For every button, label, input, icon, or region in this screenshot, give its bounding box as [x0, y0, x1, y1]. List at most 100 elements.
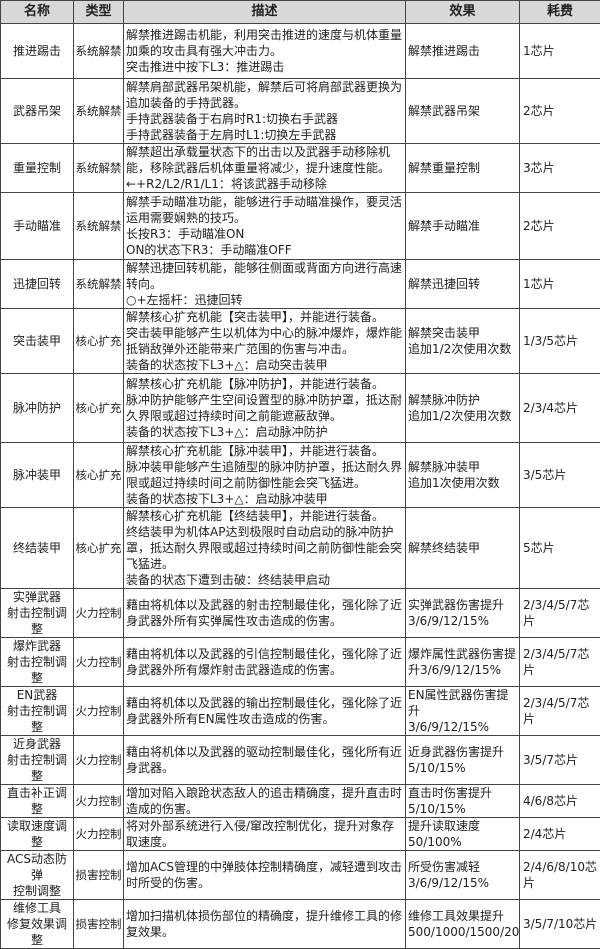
description-cell: 藉由将机体以及武器的射击控制最佳化，强化除了近身武器外所有实弹属性攻击造成的伤害…: [124, 589, 406, 638]
text-line: 追加1/2次使用次数: [408, 341, 517, 357]
text-line: 增加扫描机体损伤部位的精确度，提升维修工具的修复效果。: [126, 908, 403, 940]
table-row: 实弹武器射击控制调整火力控制藉由将机体以及武器的射击控制最佳化，强化除了近身武器…: [1, 589, 600, 638]
description-cell: 增加扫描机体损伤部位的精确度，提升维修工具的修复效果。: [124, 900, 406, 949]
header-cost: 耗费: [520, 1, 600, 24]
text-line: 脉冲防护: [3, 400, 71, 416]
effect-cell: 解禁武器吊架: [406, 79, 520, 144]
description-cell: 增加对陷入踉跄状态敌人的追击精确度，提升直击时造成的伤害。: [124, 785, 406, 818]
cost-cell: 2/4芯片: [520, 818, 600, 851]
text-line: ACS动态防弹: [3, 851, 71, 883]
table-row: 重量控制系统解禁解禁超出承载量状态下的出击以及武器手动移除机能，移除武器后机体重…: [1, 144, 600, 193]
text-line: 增加ACS管理的中弹肢体控制精确度，减轻遭到攻击时所受的伤害。: [126, 859, 403, 891]
table-row: 突击装甲核心扩充解禁核心扩充机能【突击装甲】，并能进行装备。突击装甲能够产生以机…: [1, 309, 600, 374]
text-line: 武器吊架: [3, 103, 71, 119]
type-cell: 核心扩充: [74, 309, 124, 374]
table-row: 维修工具修复效果调整损害控制增加扫描机体损伤部位的精确度，提升维修工具的修复效果…: [1, 900, 600, 949]
name-cell: 实弹武器射击控制调整: [1, 589, 74, 638]
text-line: 追加1/2次使用次数: [408, 408, 517, 424]
type-cell: 火力控制: [74, 589, 124, 638]
text-line: 解禁核心扩充机能【脉冲防护】，并能进行装备。: [126, 376, 403, 392]
header-row: 名称 类型 描述 效果 耗费: [1, 1, 600, 24]
description-cell: 解禁超出承载量状态下的出击以及武器手动移除机能，移除武器后机体重量将减少，提升速…: [124, 144, 406, 193]
text-line: 手动瞄准: [3, 218, 71, 234]
name-cell: 近身武器射击控制调整: [1, 736, 74, 785]
text-line: ○+左摇杆：迅捷回转: [126, 292, 403, 308]
type-cell: 火力控制: [74, 687, 124, 736]
cost-cell: 4/6/8芯片: [520, 785, 600, 818]
type-cell: 火力控制: [74, 818, 124, 851]
text-line: 解禁核心扩充机能【脉冲装甲】，并能进行装备。: [126, 443, 403, 459]
text-line: 维修工具效果提升: [408, 908, 517, 924]
text-line: 终结装甲为机体AP达到极限时自动启动的脉冲防护罩，抵达耐久界限或超过持续时间之前…: [126, 524, 403, 572]
text-line: 增加对陷入踉跄状态敌人的追击精确度，提升直击时造成的伤害。: [126, 785, 403, 817]
type-cell: 系统解禁: [74, 79, 124, 144]
text-line: 直击时伤害提升: [408, 785, 517, 801]
text-line: 装备的状态按下L3+△：启动脉冲装甲: [126, 491, 403, 507]
text-line: 藉由将机体以及武器的输出控制最佳化，强化除了近身武器外所有EN属性攻击造成的伤害…: [126, 695, 403, 727]
type-cell: 火力控制: [74, 736, 124, 785]
description-cell: 解禁肩部武器吊架机能，解禁后可将肩部武器更换为追加装备的手持武器。手持武器装备于…: [124, 79, 406, 144]
description-cell: 将对外部系统进行入侵/窜改控制优化，提升对象存取速度。: [124, 818, 406, 851]
text-line: 解禁迅捷回转机能，能够往侧面或背面方向进行高速转向。: [126, 260, 403, 292]
text-line: 射击控制调整: [3, 752, 71, 784]
description-cell: 解禁核心扩充机能【脉冲防护】，并能进行装备。脉冲防护能够产生空间设置型的脉冲防护…: [124, 374, 406, 443]
text-line: EN武器: [3, 687, 71, 703]
text-line: 解禁重量控制: [408, 160, 517, 176]
cost-cell: 1芯片: [520, 260, 600, 309]
text-line: 脉冲装甲能够产生追随型的脉冲防护罩，抵达耐久界限或超过持续时间之前防御性能会突飞…: [126, 459, 403, 491]
text-line: 解禁迅捷回转: [408, 276, 517, 292]
cost-cell: 3/5/7芯片: [520, 736, 600, 785]
text-line: 解禁推进踢击机能，利用突击推进的速度与机体重量加乘的攻击具有强大冲击力。: [126, 27, 403, 59]
header-type: 类型: [74, 1, 124, 24]
description-cell: 解禁核心扩充机能【突击装甲】，并能进行装备。突击装甲能够产生以机体为中心的脉冲爆…: [124, 309, 406, 374]
table-row: 武器吊架系统解禁解禁肩部武器吊架机能，解禁后可将肩部武器更换为追加装备的手持武器…: [1, 79, 600, 144]
text-line: 解禁手动瞄准: [408, 218, 517, 234]
table-row: 脉冲装甲核心扩充解禁核心扩充机能【脉冲装甲】，并能进行装备。脉冲装甲能够产生追随…: [1, 443, 600, 508]
cost-cell: 1/3/5芯片: [520, 309, 600, 374]
text-line: EN属性武器伤害提升: [408, 687, 517, 719]
effect-cell: 解禁突击装甲追加1/2次使用次数: [406, 309, 520, 374]
cost-cell: 2/3/4芯片: [520, 374, 600, 443]
description-cell: 解禁核心扩充机能【脉冲装甲】，并能进行装备。脉冲装甲能够产生追随型的脉冲防护罩，…: [124, 443, 406, 508]
name-cell: 推进踢击: [1, 24, 74, 79]
text-line: 5/10/15%: [408, 760, 517, 776]
type-cell: 系统解禁: [74, 24, 124, 79]
name-cell: 脉冲防护: [1, 374, 74, 443]
name-cell: 武器吊架: [1, 79, 74, 144]
text-line: 迅捷回转: [3, 276, 71, 292]
text-line: 射击控制调整: [3, 605, 71, 637]
text-line: 手持武器装备于右肩时R1:切换右手武器: [126, 111, 403, 127]
text-line: 3/6/9/12/15%: [408, 719, 517, 735]
text-line: ON的状态下R3：手动瞄准OFF: [126, 242, 403, 258]
text-line: 藉由将机体以及武器的引信控制最佳化，强化除了近身武器外所有爆炸射击武器造成的伤害…: [126, 646, 403, 678]
text-line: 近身武器: [3, 736, 71, 752]
effect-cell: 解禁重量控制: [406, 144, 520, 193]
cost-cell: 3/5芯片: [520, 443, 600, 508]
effect-cell: 解禁手动瞄准: [406, 193, 520, 260]
text-line: 解禁肩部武器吊架机能，解禁后可将肩部武器更换为追加装备的手持武器。: [126, 79, 403, 111]
type-cell: 系统解禁: [74, 144, 124, 193]
cost-cell: 2/4/6/8/10芯片: [520, 851, 600, 900]
name-cell: 手动瞄准: [1, 193, 74, 260]
table-row: 脉冲防护核心扩充解禁核心扩充机能【脉冲防护】，并能进行装备。脉冲防护能够产生空间…: [1, 374, 600, 443]
type-cell: 核心扩充: [74, 374, 124, 443]
text-line: 装备的状态下遭到击破：终结装甲启动: [126, 572, 403, 588]
description-cell: 藉由将机体以及武器的驱动控制最佳化，强化所有近身武器。: [124, 736, 406, 785]
cost-cell: 2芯片: [520, 193, 600, 260]
effect-cell: 解禁脉冲装甲追加1次使用次数: [406, 443, 520, 508]
text-line: 直击补正调整: [3, 785, 71, 817]
table-row: 读取速度调整火力控制将对外部系统进行入侵/窜改控制优化，提升对象存取速度。提升读…: [1, 818, 600, 851]
header-effect: 效果: [406, 1, 520, 24]
name-cell: EN武器射击控制调整: [1, 687, 74, 736]
header-description: 描述: [124, 1, 406, 24]
description-cell: 藉由将机体以及武器的输出控制最佳化，强化除了近身武器外所有EN属性攻击造成的伤害…: [124, 687, 406, 736]
table-row: 近身武器射击控制调整火力控制藉由将机体以及武器的驱动控制最佳化，强化所有近身武器…: [1, 736, 600, 785]
name-cell: 读取速度调整: [1, 818, 74, 851]
table-row: 迅捷回转系统解禁解禁迅捷回转机能，能够往侧面或背面方向进行高速转向。○+左摇杆：…: [1, 260, 600, 309]
text-line: 解禁推进踢击: [408, 43, 517, 59]
text-line: 脉冲装甲: [3, 467, 71, 483]
